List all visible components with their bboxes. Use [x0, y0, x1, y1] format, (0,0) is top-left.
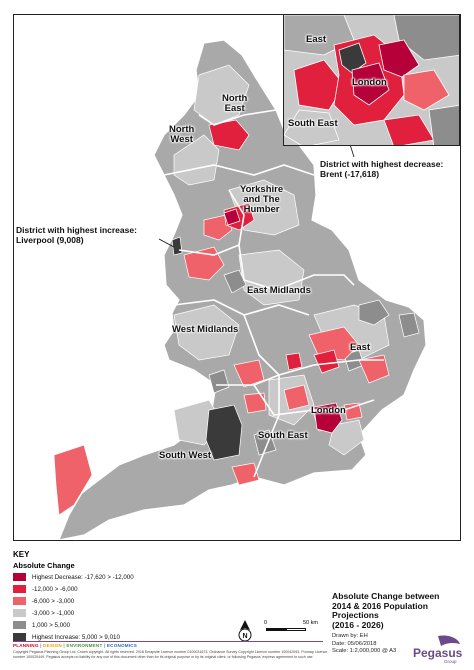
decrease-low-districts	[53, 214, 390, 516]
key-swatch	[13, 573, 26, 581]
key-label: -6,000 > -3,000	[32, 597, 75, 605]
north-arrow-letter: N	[242, 633, 247, 640]
logo-sub: Group	[444, 659, 457, 664]
callout-highest-increase: District with highest increase: Liverpoo…	[16, 225, 137, 245]
key-label: -3,000 > -1,000	[32, 609, 75, 617]
footer-divider	[13, 641, 323, 642]
inset-label-london: London	[352, 77, 387, 88]
map-frame: North East North West Yorkshire and The …	[13, 14, 461, 541]
map-key: KEY Absolute Change Highest Decrease: -1…	[13, 550, 213, 642]
brand-design: DESIGN	[43, 643, 62, 648]
title-block: Absolute Change between 2014 & 2016 Popu…	[332, 591, 462, 656]
callout-highest-decrease: District with highest decrease: Brent (-…	[320, 159, 444, 179]
brand-environment: ENVIRONMENT	[66, 643, 103, 648]
map-date: Date: 05/06/2018	[332, 640, 377, 647]
region-label-north-east: North East	[222, 93, 248, 114]
key-subtitle: Absolute Change	[13, 561, 75, 570]
drawn-by: Drawn by: EH	[332, 633, 368, 639]
key-swatch	[13, 585, 26, 593]
region-label-london: London	[311, 405, 346, 416]
inset-label-east: East	[306, 34, 327, 45]
key-row: Highest Increase: 5,000 > 9,010	[13, 632, 213, 642]
region-label-yorkshire: Yorkshire and The Humber	[240, 184, 284, 215]
brand-row: PLANNING | DESIGN | ENVIRONMENT | ECONOM…	[13, 643, 138, 648]
region-label-south-east: South East	[258, 430, 308, 441]
brand-planning: PLANNING	[13, 643, 39, 648]
region-label-north-west: North West	[169, 124, 195, 145]
north-arrow-icon: N	[238, 620, 252, 642]
key-row: -12,000 > -6,000	[13, 584, 213, 594]
region-label-east-midlands: East Midlands	[247, 285, 311, 296]
region-label-south-west: South West	[159, 450, 212, 461]
scale-zero: 0	[264, 620, 268, 626]
england-map	[53, 39, 427, 540]
key-swatch	[13, 621, 26, 629]
scale-bar: 0 50 km	[264, 620, 326, 634]
key-title: KEY	[13, 550, 30, 559]
inset-label-south-east: South East	[288, 118, 338, 129]
key-row: -3,000 > -1,000	[13, 608, 213, 618]
region-boundaries	[163, 109, 384, 478]
copyright-notice: Copyright Pegasus Planning Group Ltd. Cr…	[13, 650, 328, 659]
london-inset: East London South East	[283, 14, 460, 146]
region-label-west-midlands: West Midlands	[172, 324, 239, 335]
key-label: -12,000 > -6,000	[32, 585, 78, 593]
key-row: 1,000 > 5,000	[13, 620, 213, 630]
key-swatch	[13, 609, 26, 617]
brand-economics: ECONOMICS	[106, 643, 138, 648]
region-label-east: East	[350, 342, 371, 353]
key-label: Highest Decrease: -17,620 > -12,000	[32, 573, 134, 581]
logo-name: Pegasus	[413, 646, 463, 660]
map-title: Absolute Change between 2014 & 2016 Popu…	[332, 591, 440, 630]
key-swatch	[13, 633, 26, 641]
key-rows: Highest Decrease: -17,620 > -12,000 -12,…	[13, 572, 213, 642]
key-row: Highest Decrease: -17,620 > -12,000	[13, 572, 213, 582]
map-scale: Scale: 1:2,000,000 @ A3	[332, 648, 397, 654]
key-row: -6,000 > -3,000	[13, 596, 213, 606]
highest-increase-districts	[171, 236, 243, 461]
london-inset-map	[284, 15, 459, 145]
scale-segment	[266, 628, 286, 631]
key-label: Highest Increase: 5,000 > 9,010	[32, 633, 120, 641]
key-swatch	[13, 597, 26, 605]
scale-segment	[286, 628, 306, 631]
pegasus-logo-icon	[438, 635, 460, 646]
key-label: 1,000 > 5,000	[32, 621, 71, 629]
scale-end: 50 km	[303, 620, 318, 626]
